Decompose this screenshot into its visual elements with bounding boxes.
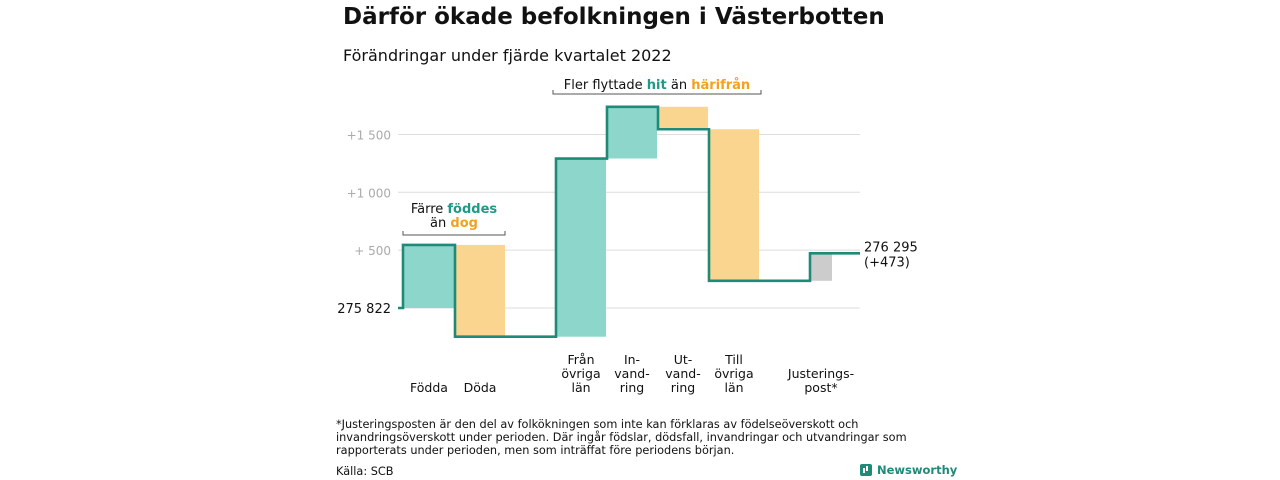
category-label: ring (671, 380, 695, 395)
annotation-bracket (552, 90, 762, 95)
annotation-part: föddes (447, 202, 497, 217)
category-label: ring (620, 380, 644, 395)
category-label: Från (567, 352, 594, 367)
category-label: post* (804, 380, 837, 395)
brand-logo: Newsworthy (860, 463, 957, 477)
annotation-part: än (430, 216, 450, 231)
source-note: Källa: SCB (336, 465, 394, 478)
chart-title: Därför ökade befolkningen i Västerbotten (343, 4, 885, 30)
newsworthy-logo-icon (860, 464, 872, 476)
annotation-births-line2: än dog (430, 216, 478, 231)
chart-subtitle: Förändringar under fjärde kvartalet 2022 (343, 46, 672, 65)
end-value-label: 276 295 (864, 240, 918, 255)
annotation-part: hit (647, 78, 667, 93)
footnote: *Justeringsposten är den del av folkökni… (336, 418, 907, 457)
category-label: Justerings- (787, 366, 854, 381)
annotation-part: Färre (411, 202, 448, 217)
category-label: vand- (614, 366, 649, 381)
annotation-migration: Fler flyttade hit än härifrån (564, 78, 750, 93)
bar-5 (658, 106, 708, 130)
annotation-part: dog (450, 216, 478, 231)
category-label: Döda (464, 380, 497, 395)
y-tick-label: + 500 (354, 244, 391, 258)
bar-4 (607, 106, 657, 159)
bar-2 (455, 244, 505, 337)
annotation-bracket (402, 231, 506, 236)
bar-3 (556, 158, 606, 337)
category-label: In- (624, 352, 640, 367)
y-tick-label: +1 500 (347, 128, 391, 142)
category-label: övriga (561, 366, 600, 381)
category-label: Till (724, 352, 743, 367)
bar-7 (810, 253, 832, 281)
bars (403, 106, 832, 337)
annotation-part: härifrån (691, 78, 750, 93)
y-tick-label: +1 000 (347, 186, 391, 200)
running-total-line (398, 105, 860, 338)
category-label: Ut- (674, 352, 693, 367)
category-label: vand- (665, 366, 700, 381)
running-total-line (398, 105, 860, 338)
category-label: övriga (714, 366, 753, 381)
category-label: Födda (410, 380, 448, 395)
base-value-label: 275 822 (337, 302, 391, 317)
annotation-births-line1: Färre föddes (411, 202, 498, 217)
category-label: län (571, 380, 590, 395)
bar-6 (709, 129, 759, 281)
annotation-part: än (667, 78, 691, 93)
category-label: län (724, 380, 743, 395)
annotation-part: Fler flyttade (564, 78, 647, 93)
end-change-label: (+473) (864, 255, 910, 270)
bar-1 (403, 244, 455, 308)
brand-name: Newsworthy (877, 463, 958, 477)
